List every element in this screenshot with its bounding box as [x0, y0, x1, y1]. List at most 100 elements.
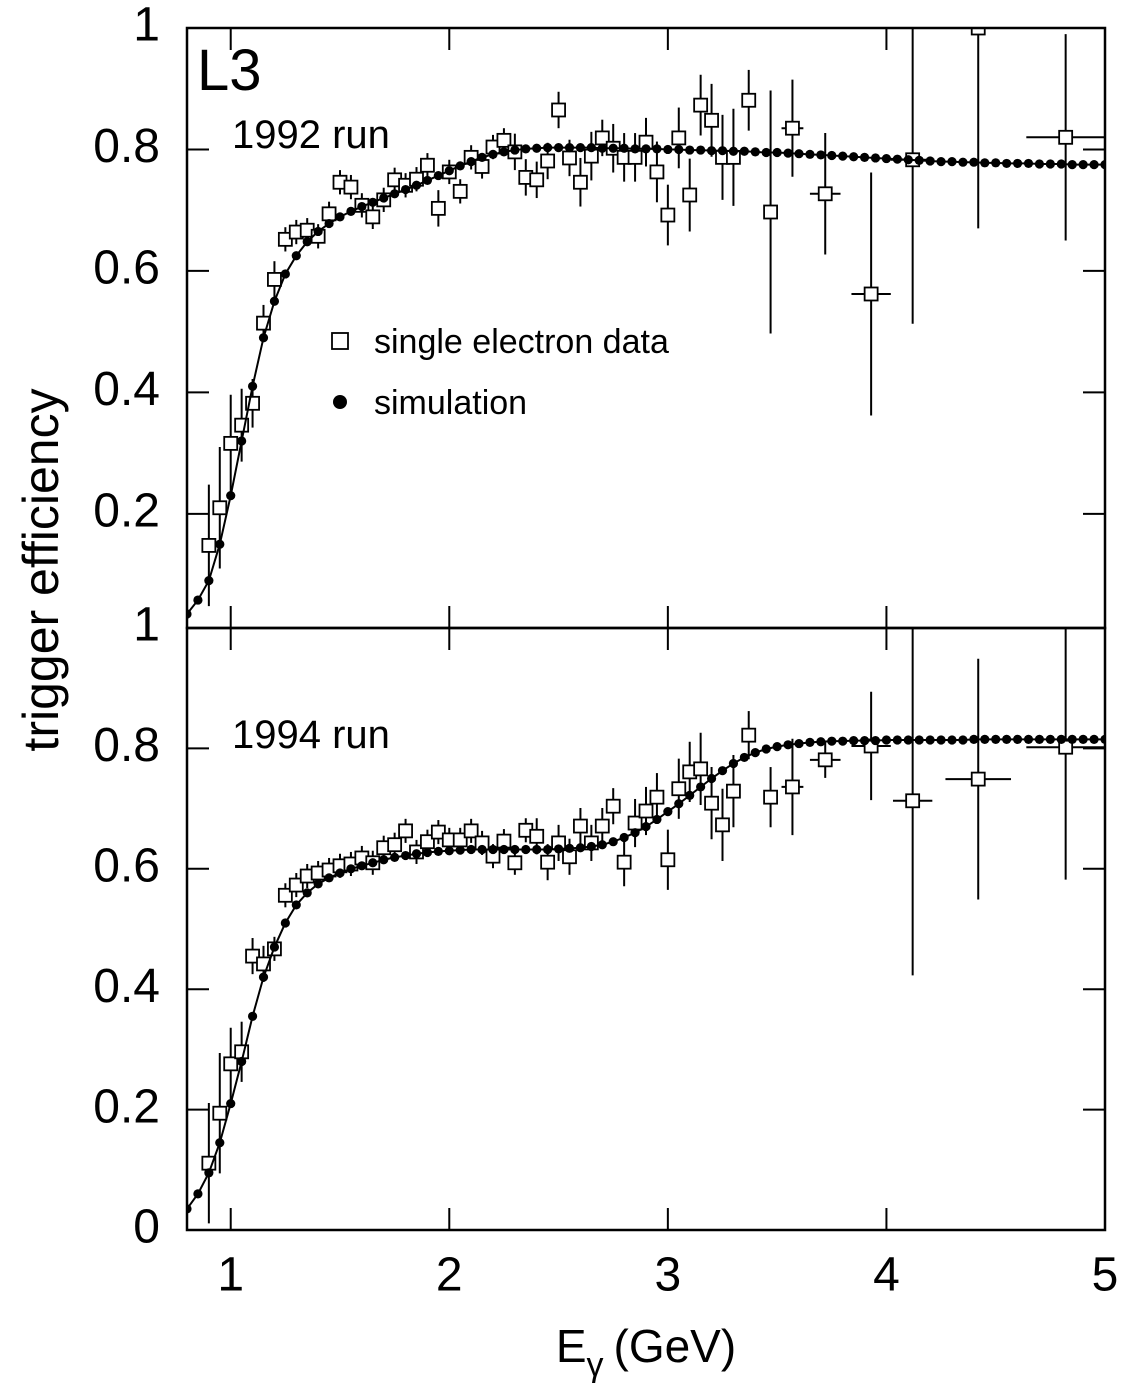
simulation-point: [324, 218, 334, 229]
simulation-point: [302, 237, 312, 247]
simulation-point: [368, 197, 378, 207]
simulation-point: [1067, 734, 1077, 744]
data-point: [627, 815, 643, 831]
data-point: [267, 272, 282, 287]
simulation-point: [892, 154, 902, 164]
simulation-point: [532, 844, 542, 855]
simulation-point: [564, 143, 575, 153]
simulation-point: [357, 861, 367, 871]
y-tick-label: 0: [133, 1201, 160, 1254]
simulation-point: [390, 852, 400, 862]
simulation-point: [706, 146, 717, 156]
simulation-point: [991, 158, 1001, 168]
simulation-point: [958, 735, 968, 745]
simulation-point: [849, 152, 859, 162]
data-point: [507, 855, 523, 871]
x-label-unit: (GeV): [614, 1320, 737, 1372]
y-tick-label: 0.4: [93, 363, 160, 416]
y-tick-label: 1: [133, 599, 160, 652]
data-point: [529, 828, 545, 844]
simulation-point: [1034, 734, 1045, 744]
simulation-point: [870, 153, 881, 163]
simulation-point: [1023, 158, 1034, 169]
simulation-point: [215, 539, 225, 549]
x-tick-label: 2: [436, 1249, 463, 1302]
simulation-point: [706, 773, 717, 784]
data-point: [785, 120, 800, 136]
data-point: [741, 92, 757, 108]
data-point: [660, 852, 676, 868]
y-tick-label: 0.2: [93, 1080, 160, 1133]
y-tick-label: 0.6: [93, 242, 160, 295]
data-point: [638, 803, 654, 819]
simulation-point: [761, 147, 771, 158]
simulation-point: [455, 845, 465, 855]
simulation-point: [280, 269, 290, 279]
simulation-point: [258, 972, 269, 982]
x-label-symbol: E: [556, 1320, 587, 1372]
simulation-point: [805, 149, 815, 159]
simulation-point: [466, 157, 476, 167]
simulation-point: [685, 790, 695, 800]
data-point: [1058, 129, 1074, 145]
simulation-point: [553, 143, 564, 153]
data-point: [430, 200, 446, 216]
data-point: [594, 818, 610, 834]
data-point: [540, 153, 556, 169]
run-label: 1992 run: [232, 113, 390, 157]
simulation-point: [1089, 160, 1099, 170]
simulation-point: [728, 758, 739, 769]
data-point: [463, 823, 479, 839]
data-point: [970, 28, 986, 36]
data-point: [223, 435, 239, 451]
simulation-point: [335, 868, 345, 878]
simulation-point: [696, 782, 706, 792]
simulation-point: [543, 844, 553, 855]
simulation-point: [226, 1098, 236, 1109]
simulation-point: [302, 888, 312, 898]
simulation-point: [1056, 159, 1066, 169]
simulation-point: [717, 766, 728, 776]
simulation-point: [1089, 734, 1099, 744]
simulation-point: [652, 814, 662, 825]
simulation-point: [422, 847, 433, 858]
data-point: [420, 157, 435, 173]
simulation-point: [1045, 734, 1055, 744]
simulation-point: [674, 799, 684, 809]
simulation-point: [247, 1011, 258, 1021]
legend-label: simulation: [374, 384, 527, 422]
simulation-point: [313, 226, 323, 237]
simulation-point: [892, 735, 902, 745]
y-tick-label: 0.8: [93, 719, 160, 772]
simulation-point: [215, 1138, 225, 1148]
data-point: [321, 206, 337, 222]
data-point: [365, 209, 381, 225]
data-point: [573, 174, 588, 190]
simulation-point: [488, 149, 498, 159]
simulation-point: [685, 145, 695, 155]
simulation-point: [1023, 734, 1034, 744]
simulation-point: [335, 212, 345, 222]
data-point: [763, 789, 778, 805]
simulation-point: [204, 1168, 214, 1178]
simulation-point: [696, 145, 706, 155]
data-point: [212, 1105, 228, 1121]
simulation-point: [936, 157, 946, 167]
data-point: [693, 97, 709, 113]
run-label: 1994 run: [232, 713, 390, 757]
data-point: [649, 164, 665, 180]
simulation-point: [925, 156, 935, 166]
simulation-point: [608, 837, 618, 847]
simulation-point: [947, 157, 957, 167]
data-point: [616, 854, 632, 870]
data-point: [398, 823, 413, 839]
simulation-point: [390, 189, 400, 199]
data-point: [785, 779, 800, 795]
simulation-point: [750, 748, 760, 758]
simulation-point: [881, 735, 892, 745]
simulation-point: [783, 740, 793, 750]
simulation-point: [838, 736, 848, 746]
simulation-point: [586, 841, 596, 852]
data-point: [741, 727, 757, 743]
simulation-point: [237, 1056, 247, 1067]
